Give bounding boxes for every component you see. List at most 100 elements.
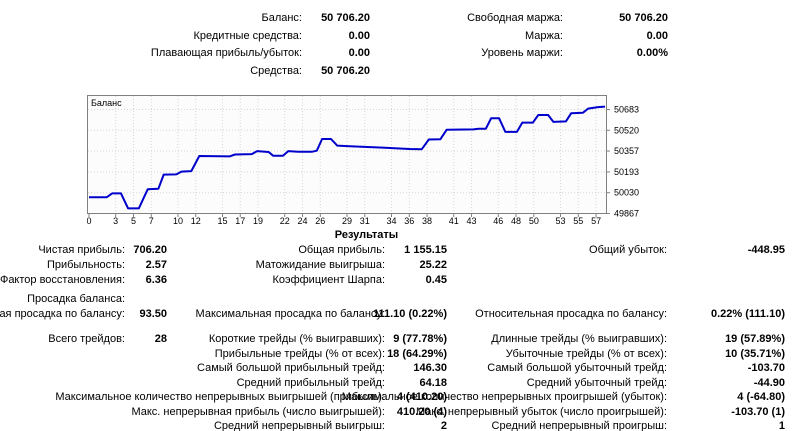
y-tick-label: 50193 [614,167,639,177]
average-profit-trade-label: Средний прибыльный трейд: [236,377,385,389]
average-consecutive-losses-label: Средний непрерывный проигрыш: [491,420,667,431]
profit-trades-value: 18 (64.29%) [387,348,447,360]
long-trades-label: Длинные трейды (% выигравших): [491,333,667,345]
drawdown-absolute-label: Абсолютная просадка по балансу: [0,308,125,320]
free-margin-label: Свободная маржа: [467,12,563,24]
net-profit-label: Чистая прибыль: [38,244,125,256]
balance-value: 50 706.20 [321,12,370,24]
margin-value: 0.00 [646,29,668,42]
recovery-factor-label: Фактор восстановления: [0,274,125,286]
largest-profit-trade-label: Самый большой прибыльный трейд: [197,362,385,374]
recovery-factor-value: 6.36 [145,274,167,286]
sharpe-ratio-value: 0.45 [425,274,447,286]
max-consecutive-wins-value: 4 (410.20) [396,391,447,403]
y-tick-label: 50683 [614,105,639,115]
x-tick-label: 50 [529,216,539,226]
drawdown-relative-label: Относительная просадка по балансу: [475,308,667,320]
x-tick-label: 53 [556,216,566,226]
long-trades-value: 19 (57.89%) [725,333,785,345]
drawdown-absolute-value: 93.50 [139,308,167,320]
x-tick-label: 5 [131,216,136,226]
x-tick-label: 26 [315,216,325,226]
balance-chart: 0 3 5 7 10 12 15 17 19 22 24 26 29 31 34 36 38 41 43 46 48 50… [87,95,639,226]
gross-profit-value: 1 155.15 [404,244,447,256]
sharpe-ratio-label: Коэффициент Шарпа: [272,274,385,286]
x-tick-label: 7 [149,216,154,226]
x-tick-label: 29 [342,216,352,226]
x-tick-label: 10 [173,216,183,226]
x-tick-label: 57 [591,216,601,226]
short-trades-label: Короткие трейды (% выигравших): [208,333,385,345]
drawdown-relative-value: 0.22% (111.10) [710,308,785,320]
expected-payoff-label: Матожидание выигрыша: [255,259,385,271]
expected-payoff-value: 25.22 [419,259,447,271]
x-tick-label: 38 [422,216,432,226]
max-consecutive-profit-label: Макс. непрерывная прибыль (число выигрыш… [131,406,385,418]
largest-loss-trade-label: Самый большой убыточный трейд: [487,362,667,374]
margin-level-value: 0.00% [636,47,668,59]
plot-area [87,95,607,214]
average-profit-trade-value: 64.18 [419,377,447,389]
gross-loss-value: -448.95 [747,244,785,256]
total-trades-label: Всего трейдов: [48,333,125,345]
floating-pl-value: 0.00 [348,47,370,59]
x-tick-label: 17 [235,216,245,226]
equity-label: Средства: [250,64,302,77]
x-tick-label: 19 [253,216,263,226]
x-tick-label: 43 [467,216,477,226]
floating-pl-label: Плавающая прибыль/убыток: [150,47,302,59]
equity-value: 50 706.20 [321,64,370,77]
x-tick-label: 34 [386,216,396,226]
short-trades-value: 9 (77.78%) [393,333,447,345]
y-tick-label: 50520 [614,125,639,135]
x-tick-label: 24 [298,216,308,226]
margin-level-label: Уровень маржи: [481,47,563,59]
drawdown-maximal-value: 111.10 (0.22%) [372,308,447,320]
x-tick-label: 41 [449,216,459,226]
x-tick-label: 48 [511,216,521,226]
average-loss-trade-value: -44.90 [753,377,785,389]
profit-trades-label: Прибыльные трейды (% от всех): [214,348,385,360]
profit-factor-label: Прибыльность: [46,259,125,271]
max-consecutive-losses-value: 4 (-64.80) [737,391,785,403]
x-tick-label: 0 [87,216,92,226]
average-consecutive-wins-label: Средний непрерывный выигрыш: [213,420,385,431]
y-tick-label: 49867 [614,209,639,219]
results-title: Результаты [334,229,399,241]
balance-label: Баланс: [261,12,302,24]
average-consecutive-losses-value: 1 [778,420,785,431]
balance-line [89,105,606,210]
x-tick-label: 46 [493,216,503,226]
x-tick-label: 31 [360,216,370,226]
loss-trades-label: Убыточные трейды (% от всех): [505,348,667,360]
max-consecutive-loss-value: -103.70 (1) [731,406,785,418]
credit-label: Кредитные средства: [193,29,302,42]
largest-loss-trade-value: -103.70 [747,362,785,374]
max-consecutive-loss-label: Макс. непрерывный убыток (число проигрыш… [415,406,667,418]
y-tick-label: 50030 [614,188,639,198]
largest-profit-trade-value: 146.30 [413,362,447,374]
balance-drawdown-header: Просадка баланса: [27,293,125,305]
x-tick-label: 15 [217,216,227,226]
x-tick-label: 55 [573,216,583,226]
max-consecutive-losses-label: Максимальное количество непрерывных прои… [341,391,667,403]
y-tick-label: 50357 [614,146,639,156]
gross-loss-label: Общий убыток: [589,244,667,256]
gross-profit-label: Общая прибыль: [298,244,385,256]
total-trades-value: 28 [154,333,167,345]
loss-trades-value: 10 (35.71%) [725,348,785,360]
profit-factor-value: 2.57 [145,259,167,271]
net-profit-value: 706.20 [133,244,167,256]
x-tick-label: 36 [404,216,414,226]
x-tick-label: 3 [113,216,118,226]
chart-legend: Баланс [91,98,122,108]
average-consecutive-wins-value: 2 [440,420,447,431]
average-loss-trade-label: Средний убыточный трейд: [526,377,667,389]
margin-label: Маржа: [524,29,563,42]
free-margin-value: 50 706.20 [619,12,668,24]
x-tick-label: 22 [280,216,290,226]
max-consecutive-profit-value: 410.20 (4) [396,406,447,418]
x-tick-label: 12 [191,216,201,226]
credit-value: 0.00 [348,29,370,42]
